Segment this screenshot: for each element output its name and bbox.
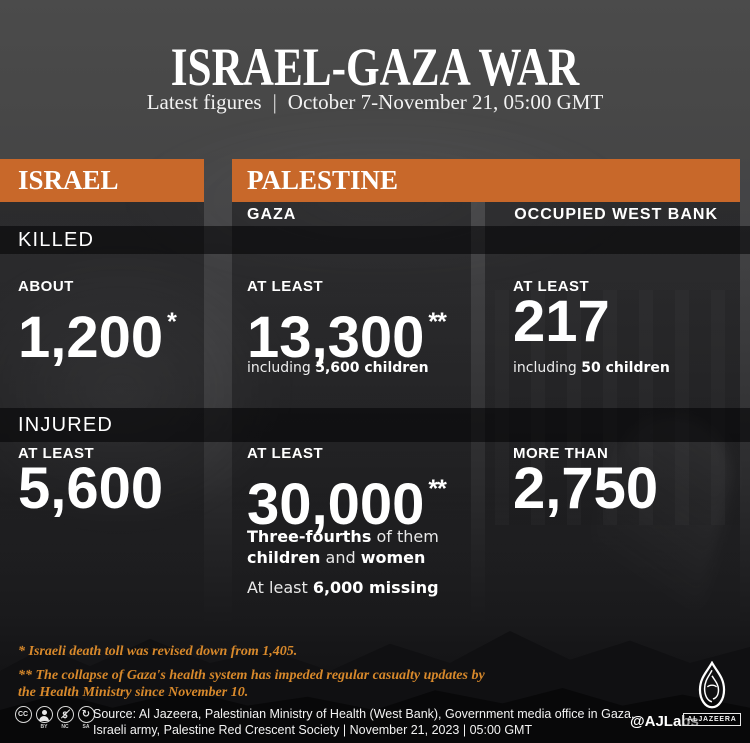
killed-west-bank-note: including 50 children xyxy=(513,360,670,376)
killed-west-bank-value: 217 xyxy=(513,289,610,354)
palestine-label: PALESTINE xyxy=(247,165,399,195)
footnote-2: ** The collapse of Gaza's health system … xyxy=(18,668,485,700)
killed-west-bank-qualifier: AT LEAST xyxy=(513,278,590,295)
aljazeera-logo: ALJAZEERA xyxy=(683,661,741,726)
injured-gaza-detail: Three-fourths of them children and women xyxy=(247,527,439,567)
cc-icon xyxy=(14,706,32,723)
israel-header-bar: ISRAEL xyxy=(0,159,204,202)
injured-west-bank-qualifier: MORE THAN xyxy=(513,445,609,462)
injured-israel-value: 5,600 xyxy=(18,456,164,521)
killed-israel-qualifier: ABOUT xyxy=(18,278,74,295)
footnote-marker: * xyxy=(167,308,177,336)
aljazeera-flame-icon xyxy=(698,661,726,709)
subtitle: Latest figures | October 7-November 21, 05… xyxy=(0,90,750,115)
cc-by-icon xyxy=(35,706,53,723)
injured-gaza-qualifier: AT LEAST xyxy=(247,445,324,462)
killed-label: KILLED xyxy=(18,229,95,251)
killed-section-band: KILLED xyxy=(0,226,750,254)
killed-gaza-note: including 5,600 children xyxy=(247,360,429,376)
injured-label: INJURED xyxy=(18,414,114,436)
gaza-column-header: GAZA xyxy=(247,206,297,223)
subtitle-separator: | xyxy=(272,90,277,114)
injured-section-band: INJURED xyxy=(0,408,750,442)
aljazeera-wordmark: ALJAZEERA xyxy=(683,713,741,726)
footnote-marker: ** xyxy=(428,308,446,336)
killed-israel-value: 1,200 * xyxy=(18,305,177,370)
killed-gaza-value: 13,300 ** xyxy=(247,305,447,370)
creative-commons-badges: BY NC SA xyxy=(14,706,95,730)
west-bank-column-header: OCCUPIED WEST BANK xyxy=(514,206,718,223)
source-line-2: Israeli army, Palestine Red Crescent Soc… xyxy=(93,723,533,737)
subtitle-left: Latest figures xyxy=(146,90,262,114)
injured-israel-qualifier: AT LEAST xyxy=(18,445,95,462)
source-attribution: Source: Al Jazeera, Palestinian Ministry… xyxy=(93,706,653,738)
footnote-marker: ** xyxy=(428,475,446,503)
page-title: ISRAEL-GAZA WAR xyxy=(170,37,580,97)
injured-west-bank-value: 2,750 xyxy=(513,456,659,521)
cc-sa-icon xyxy=(77,706,95,723)
injured-gaza-value: 30,000 ** xyxy=(247,472,447,537)
subtitle-dates: October 7-November 21, 05:00 GMT xyxy=(287,90,604,114)
cc-nc-icon xyxy=(56,706,74,723)
palestine-header-bar: PALESTINE xyxy=(232,159,740,202)
killed-gaza-qualifier: AT LEAST xyxy=(247,278,324,295)
israel-label: ISRAEL xyxy=(18,165,119,195)
footnote-1: * Israeli death toll was revised down fr… xyxy=(18,644,298,659)
injured-gaza-missing: At least 6,000 missing xyxy=(247,578,439,597)
ajlabs-credit: @AJLabs xyxy=(630,713,699,730)
source-line-1: Source: Al Jazeera, Palestinian Ministry… xyxy=(93,707,635,721)
footnotes: * Israeli death toll was revised down fr… xyxy=(18,643,486,701)
